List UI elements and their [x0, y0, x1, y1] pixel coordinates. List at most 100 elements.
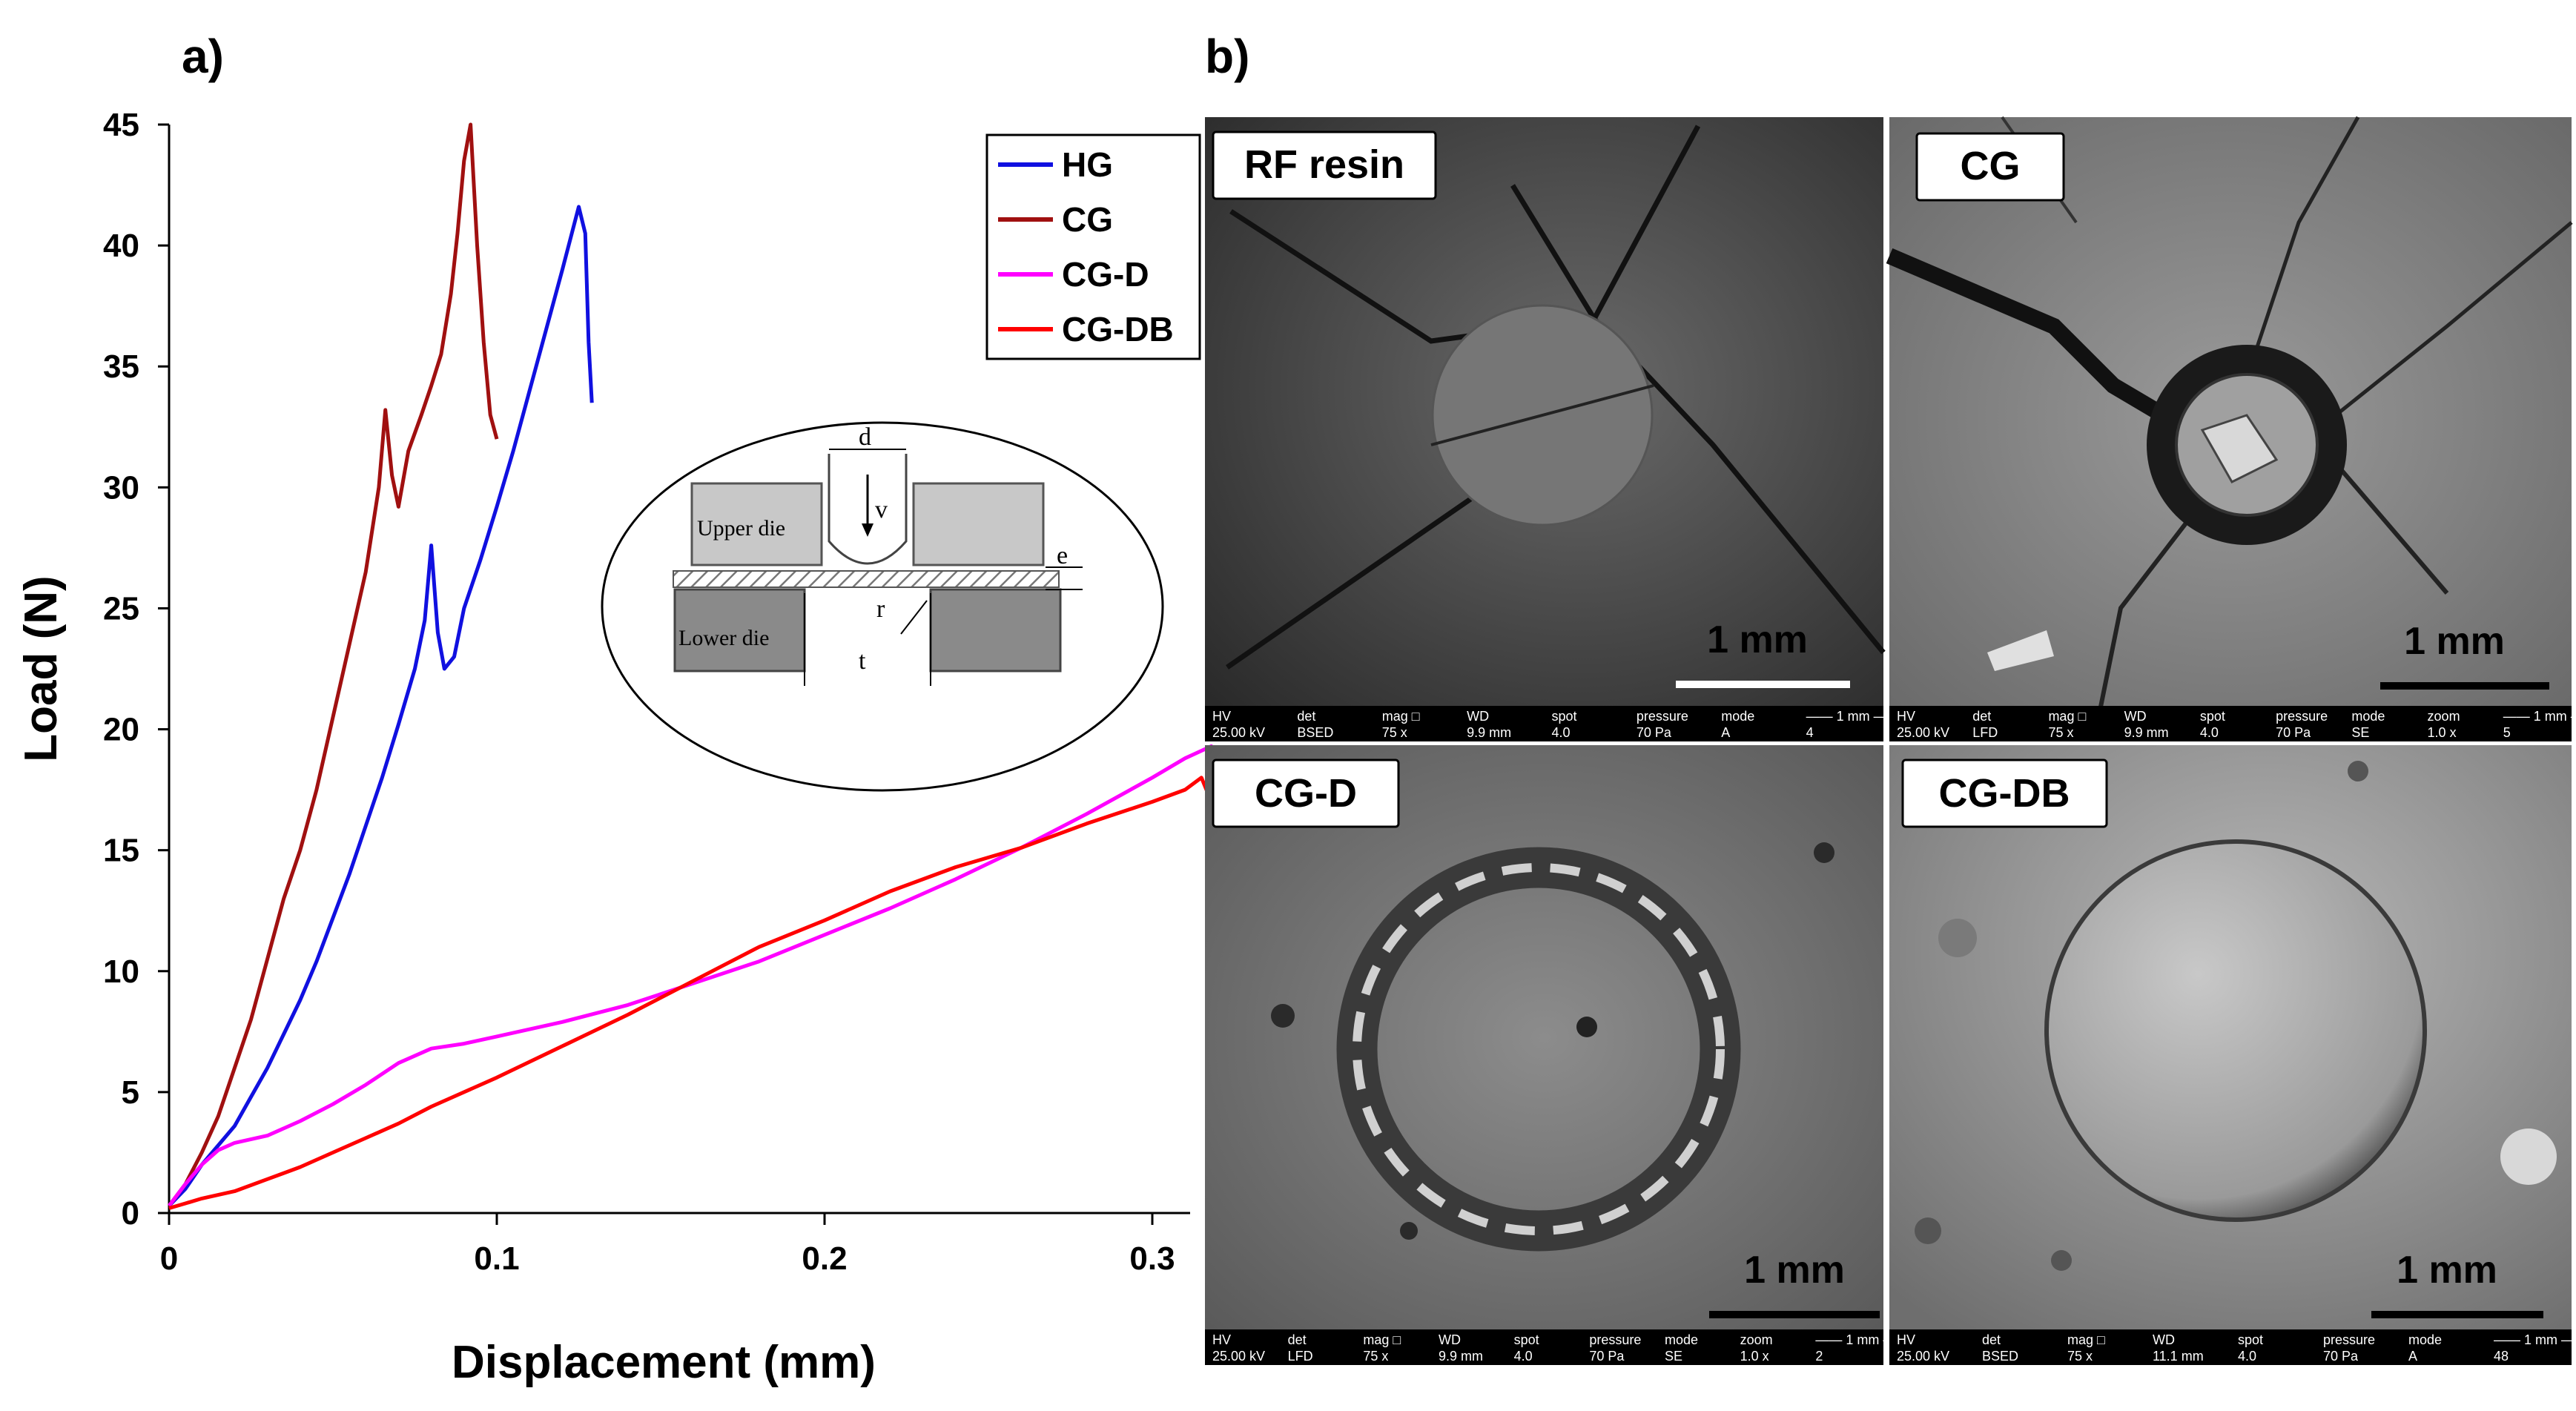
- sem-info-text: 75 x: [1363, 1349, 1388, 1364]
- sem-info-text: LFD: [1288, 1349, 1313, 1364]
- series-line-cg-d: [168, 744, 1246, 1207]
- pore: [1915, 1217, 1941, 1244]
- sem-info-text: 70 Pa: [1637, 725, 1672, 740]
- sem-info-text: mode: [2408, 1332, 2442, 1347]
- sem-info-text: mode: [2351, 709, 2385, 724]
- sem-info-text: 75 x: [2067, 1349, 2093, 1364]
- sem-info-text: 4.0: [1514, 1349, 1533, 1364]
- scale-bar: [1709, 1311, 1880, 1318]
- label-box: [1212, 130, 1437, 200]
- crack: [2334, 221, 2573, 417]
- sem-info-text: —— 1 mm ——: [2503, 709, 2576, 724]
- sem-info-text: 11.1 mm: [2153, 1349, 2204, 1364]
- sem-info-text: mag □: [1363, 1332, 1401, 1347]
- sem-info-text: A: [1721, 725, 1730, 740]
- sem-info-text: HV: [1212, 1332, 1231, 1347]
- upper-die-label: Upper die: [697, 516, 785, 541]
- fragment: [2200, 414, 2279, 483]
- legend-box: [985, 133, 1201, 360]
- sem-info-text: 75 x: [1382, 725, 1407, 740]
- sem-info-text: det: [1972, 709, 1991, 724]
- sem-info-text: det: [1297, 709, 1315, 724]
- y-tick-label: 5: [122, 1074, 139, 1111]
- sem-info-text: 25.00 kV: [1212, 725, 1265, 740]
- y-axis-title: Load (N): [16, 575, 67, 761]
- sem-info-text: 4: [1806, 725, 1814, 740]
- sem-label-cg-db: CG-DB: [1939, 771, 2070, 816]
- inset-e: e: [1057, 542, 1068, 569]
- scale-label-cg-db: 1 mm: [2397, 1249, 2497, 1292]
- sem-info-text: 9.9 mm: [2124, 725, 2169, 740]
- sem-info-text: det: [1288, 1332, 1307, 1347]
- info-bar: [1205, 1329, 1883, 1365]
- sem-info-text: 1.0 x: [1740, 1349, 1769, 1364]
- sem-info-text: A: [2408, 1349, 2417, 1364]
- sem-info-text: 4.0: [1552, 725, 1571, 740]
- sem-info-text: SE: [1665, 1349, 1682, 1364]
- indent-ring-highlight: [1353, 863, 1725, 1235]
- sem-info-text: pressure: [2276, 709, 2328, 724]
- sem-info-text: mag □: [2048, 709, 2086, 724]
- legend-label-hg: HG: [1062, 145, 1113, 184]
- sem-info-text: SE: [2351, 725, 2369, 740]
- sem-info-text: WD: [1439, 1332, 1461, 1347]
- sem-label-rf-resin: RF resin: [1244, 142, 1404, 187]
- scale-bar: [2371, 1311, 2543, 1318]
- x-tick-label: 0.1: [474, 1240, 519, 1277]
- inset-r: r: [876, 595, 885, 623]
- sem-info-text: pressure: [1589, 1332, 1641, 1347]
- sem-info-text: HV: [1212, 709, 1231, 724]
- sem-info-text: —— 1 mm ——: [1815, 1332, 1909, 1347]
- inset-t: t: [859, 647, 866, 675]
- sem-info-text: 5: [2503, 725, 2511, 740]
- sem-info-text: 25.00 kV: [1212, 1349, 1265, 1364]
- sem-info-text: pressure: [1637, 709, 1688, 724]
- legend-label-cg-d: CG-D: [1062, 255, 1149, 294]
- series-line-hg: [168, 205, 594, 1207]
- y-tick-label: 40: [103, 228, 139, 264]
- sem-info-text: 1.0 x: [2428, 725, 2457, 740]
- label-box: [1915, 132, 2065, 202]
- die-schematic-inset: Upper die v d Lower die t r e: [601, 421, 1164, 792]
- x-tick-label: 0: [160, 1240, 178, 1277]
- scale-label-cg: 1 mm: [2404, 620, 2505, 663]
- sem-info-text: mag □: [1382, 709, 1420, 724]
- sem-info-text: spot: [1552, 709, 1577, 724]
- sem-panel-cg: CG 1 mm HV det mag □ WD spot pressure mode zoom…: [1886, 116, 2576, 741]
- x-tick-label: 0.3: [1129, 1240, 1175, 1277]
- sem-panel-cg-db: CG-DB 1 mm HV det mag □ WD spot pressure mode —…: [1889, 745, 2576, 1365]
- sem-info-text: 48: [2494, 1349, 2509, 1364]
- sem-info-text: 25.00 kV: [1897, 725, 1949, 740]
- sem-panel-rf-resin: RF resin 1 mm HV det mag □ WD spot pressure mo…: [1205, 117, 1900, 741]
- sem-info-text: 70 Pa: [2323, 1349, 2359, 1364]
- scale-bar: [1676, 681, 1850, 688]
- y-tick-label: 0: [122, 1195, 139, 1232]
- x-axis-ticks: 0 0.1 0.2 0.3: [160, 1213, 1175, 1277]
- velocity-arrowhead: [862, 523, 873, 537]
- lower-die-label: Lower die: [678, 626, 769, 650]
- y-tick-label: 20: [103, 712, 139, 748]
- legend-label-cg-db: CG-DB: [1062, 310, 1174, 348]
- crack: [2252, 116, 2360, 357]
- lower-die-left: [673, 588, 806, 673]
- inset-d: d: [859, 423, 871, 451]
- label-box: [1901, 759, 2108, 828]
- sem-info-text: WD: [1467, 709, 1489, 724]
- sem-info-text: HV: [1897, 1332, 1915, 1347]
- r-leader: [900, 600, 928, 635]
- sem-info-text: mode: [1721, 709, 1754, 724]
- sem-info-text: det: [1982, 1332, 2001, 1347]
- sem-info-text: 9.9 mm: [1439, 1349, 1483, 1364]
- sem-label-cg-d: CG-D: [1255, 771, 1357, 816]
- pore: [2348, 761, 2368, 781]
- sem-info-text: pressure: [2323, 1332, 2375, 1347]
- sem-info-text: 4.0: [2238, 1349, 2256, 1364]
- info-bar: [1889, 706, 2572, 741]
- sem-info-text: 25.00 kV: [1897, 1349, 1949, 1364]
- fragment: [1987, 630, 2054, 671]
- y-tick-label: 25: [103, 590, 139, 627]
- sem-info-text: —— 1 mm ——: [1806, 709, 1900, 724]
- sem-info-text: spot: [2200, 709, 2225, 724]
- sem-info-text: HV: [1897, 709, 1915, 724]
- sem-info-text: WD: [2153, 1332, 2175, 1347]
